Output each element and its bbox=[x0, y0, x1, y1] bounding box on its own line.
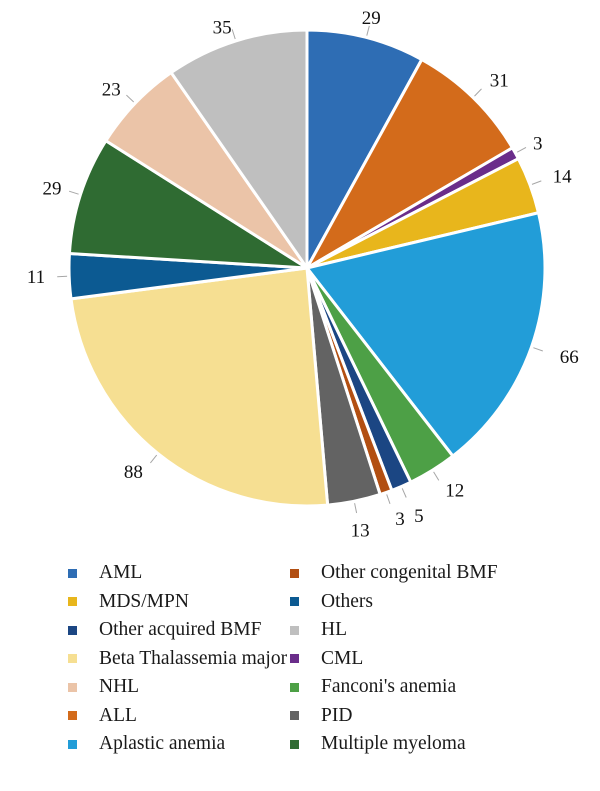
legend-item-nhl: NHL bbox=[68, 676, 139, 698]
legend-label: Aplastic anemia bbox=[99, 733, 226, 754]
data-label-nhl: 23 bbox=[102, 80, 121, 101]
data-label-others: 11 bbox=[27, 267, 45, 288]
leader-line-beta-thalassemia-major bbox=[150, 454, 158, 464]
leader-line-hl bbox=[231, 29, 236, 40]
data-label-other-congenital-bmf: 3 bbox=[395, 509, 405, 530]
data-label-all: 31 bbox=[490, 70, 509, 91]
leader-line-pid bbox=[354, 503, 358, 514]
legend-swatch bbox=[68, 625, 77, 635]
legend-label: MDS/MPN bbox=[99, 590, 189, 612]
legend-item-other-acquired-bmf: Other acquired BMF bbox=[68, 619, 261, 641]
legend-item-beta-thalassemia-major: Beta Thalassemia major bbox=[68, 648, 287, 670]
data-label-multiple-myeloma: 29 bbox=[43, 179, 62, 200]
pie-slice-all bbox=[305, 58, 514, 270]
legend: AML MDS/MPN Other acquired BMF Beta Thalass… bbox=[0, 562, 600, 782]
leader-line-nhl bbox=[126, 94, 135, 103]
legend-label: CML bbox=[321, 647, 364, 669]
pie-slice-hl bbox=[169, 28, 309, 270]
legend-label: Others bbox=[321, 590, 373, 612]
leader-line-all bbox=[474, 88, 482, 97]
legend-label: Other congenital BMF bbox=[321, 562, 498, 583]
legend-swatch bbox=[68, 739, 77, 749]
legend-swatch bbox=[68, 654, 77, 663]
data-label-pid: 13 bbox=[351, 521, 370, 540]
data-label-fanconi-s-anemia: 12 bbox=[445, 481, 464, 502]
legend-item-others: Others bbox=[290, 591, 373, 613]
leader-line-mds-mpn bbox=[531, 180, 542, 185]
pie-slice-beta-thalassemia-major bbox=[69, 266, 330, 508]
legend-item-hl: HL bbox=[290, 619, 347, 641]
pie-slice-aml bbox=[305, 28, 424, 270]
legend-label: Other acquired BMF bbox=[99, 619, 262, 640]
legend-label: HL bbox=[321, 619, 347, 640]
data-label-hl: 35 bbox=[213, 18, 232, 39]
legend-item-multiple-myeloma: Multiple myeloma bbox=[290, 733, 466, 755]
legend-item-aplastic-anemia: Aplastic anemia bbox=[68, 733, 225, 755]
legend-swatch bbox=[290, 597, 299, 606]
legend-label: Beta Thalassemia major bbox=[99, 647, 288, 669]
leader-line-aml bbox=[366, 25, 370, 36]
leader-line-aplastic-anemia bbox=[533, 347, 543, 352]
pie-slice-multiple-myeloma bbox=[67, 139, 309, 270]
legend-item-fanconi-s-anemia: Fanconi's anemia bbox=[290, 676, 456, 698]
data-label-aplastic-anemia: 66 bbox=[560, 347, 579, 368]
legend-swatch bbox=[290, 625, 299, 635]
legend-label: Multiple myeloma bbox=[321, 733, 466, 754]
legend-swatch bbox=[68, 597, 77, 606]
legend-swatch bbox=[290, 682, 299, 692]
legend-item-pid: PID bbox=[290, 705, 352, 727]
leader-line-multiple-myeloma bbox=[68, 190, 79, 195]
legend-item-mds-mpn: MDS/MPN bbox=[68, 591, 189, 613]
legend-item-all: ALL bbox=[68, 705, 137, 727]
legend-swatch bbox=[290, 654, 299, 663]
legend-swatch bbox=[290, 711, 299, 720]
legend-swatch bbox=[68, 711, 77, 720]
legend-label: NHL bbox=[99, 676, 140, 697]
data-label-other-acquired-bmf: 5 bbox=[414, 506, 424, 527]
legend-label: AML bbox=[99, 562, 143, 583]
legend-swatch bbox=[68, 568, 77, 578]
leader-line-other-congenital-bmf bbox=[386, 494, 391, 504]
data-label-mds-mpn: 14 bbox=[553, 167, 573, 188]
legend-label: ALL bbox=[99, 704, 137, 726]
legend-item-aml: AML bbox=[68, 562, 142, 584]
legend-swatch bbox=[68, 682, 77, 692]
data-label-beta-thalassemia-major: 88 bbox=[124, 462, 143, 483]
legend-swatch bbox=[290, 739, 299, 749]
legend-swatch bbox=[290, 568, 299, 578]
data-label-cml: 3 bbox=[533, 134, 543, 155]
legend-item-other-congenital-bmf: Other congenital BMF bbox=[290, 562, 498, 584]
legend-label: Fanconi's anemia bbox=[321, 676, 457, 697]
legend-item-cml: CML bbox=[290, 648, 363, 670]
data-label-aml: 29 bbox=[362, 8, 381, 29]
pie-slice-aplastic-anemia bbox=[305, 211, 547, 458]
leader-line-other-acquired-bmf bbox=[401, 488, 407, 498]
legend-label: PID bbox=[321, 704, 353, 726]
leader-line-cml bbox=[516, 146, 527, 153]
leader-line-fanconi-s-anemia bbox=[433, 471, 440, 481]
